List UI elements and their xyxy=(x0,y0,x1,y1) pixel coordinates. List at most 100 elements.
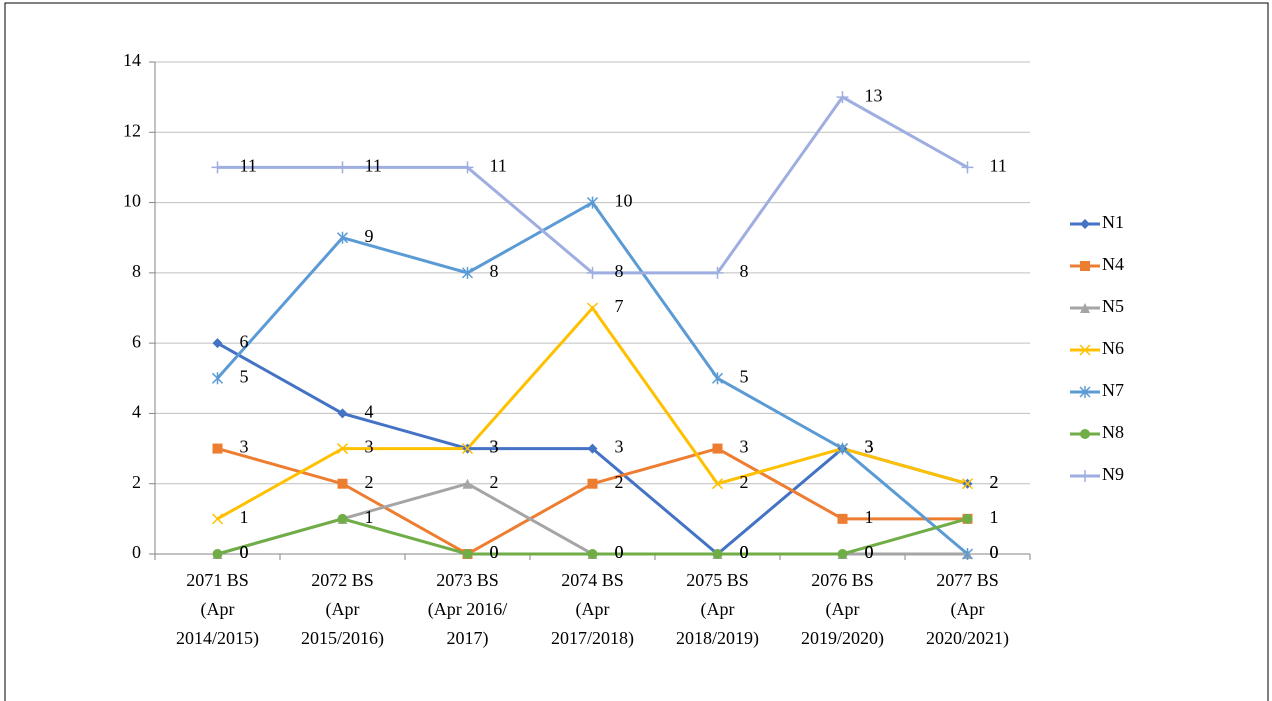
x-tick-label: 2073 BS xyxy=(436,570,499,590)
data-label: 0 xyxy=(615,542,624,562)
data-point xyxy=(961,161,974,174)
data-label: 2 xyxy=(740,472,749,492)
data-point xyxy=(212,549,223,559)
data-point xyxy=(337,478,348,489)
data-label: 0 xyxy=(490,542,499,562)
legend-marker xyxy=(1079,386,1091,398)
data-label: 11 xyxy=(240,156,257,176)
data-point xyxy=(211,372,224,385)
data-point xyxy=(462,549,473,559)
y-tick-label: 10 xyxy=(123,191,141,211)
data-label: 2 xyxy=(615,472,624,492)
data-label: 11 xyxy=(990,156,1007,176)
data-label: 9 xyxy=(365,226,374,246)
data-label: 8 xyxy=(615,261,624,281)
data-point xyxy=(711,372,724,385)
x-tick-label: (Apr xyxy=(576,599,610,620)
data-label: 0 xyxy=(240,542,249,562)
data-label: 5 xyxy=(240,366,249,386)
data-label: 1 xyxy=(365,507,374,527)
data-label: 3 xyxy=(490,437,499,457)
data-label: 10 xyxy=(615,191,633,211)
x-tick-label: 2019/2020) xyxy=(801,628,884,649)
series-line xyxy=(216,200,969,556)
legend-marker xyxy=(1080,261,1090,271)
data-point xyxy=(961,478,974,490)
data-label: 3 xyxy=(490,437,499,457)
x-tick-label: (Apr 2016/ xyxy=(428,599,508,620)
data-point xyxy=(461,161,474,174)
data-point xyxy=(211,161,224,174)
data-label: 3 xyxy=(365,437,374,457)
data-point xyxy=(837,549,848,559)
data-label: 0 xyxy=(615,542,624,562)
data-label: 1 xyxy=(365,507,374,527)
data-label: 0 xyxy=(740,542,749,562)
x-tick-label: 2020/2021) xyxy=(926,628,1009,649)
legend-label: N5 xyxy=(1102,296,1124,316)
y-tick-label: 12 xyxy=(123,120,141,140)
data-point xyxy=(462,478,473,489)
data-label: 0 xyxy=(990,542,999,562)
data-label: 1 xyxy=(240,507,249,527)
data-label: 0 xyxy=(990,542,999,562)
legend-marker xyxy=(1079,470,1091,482)
data-label: 3 xyxy=(865,437,874,457)
data-label: 1 xyxy=(865,507,874,527)
data-label: 8 xyxy=(740,261,749,281)
data-label: 5 xyxy=(740,366,749,386)
series-line xyxy=(217,517,968,556)
data-label: 0 xyxy=(865,542,874,562)
data-point xyxy=(586,302,599,314)
x-tick-label: 2017/2018) xyxy=(551,628,634,649)
x-tick-label: 2017) xyxy=(447,628,489,649)
data-point xyxy=(336,443,349,455)
data-point xyxy=(336,161,349,174)
data-point xyxy=(962,513,973,524)
data-label: 6 xyxy=(240,331,249,351)
data-label: 11 xyxy=(490,156,507,176)
data-point xyxy=(212,338,223,349)
data-point xyxy=(587,478,598,489)
data-label: 8 xyxy=(490,261,499,281)
data-point xyxy=(337,408,348,419)
data-label: 11 xyxy=(365,156,382,176)
data-point xyxy=(337,513,348,524)
y-tick-label: 8 xyxy=(132,261,141,281)
data-point xyxy=(711,266,724,279)
legend-label: N8 xyxy=(1102,422,1124,442)
legend-label: N6 xyxy=(1102,338,1124,358)
legend-label: N1 xyxy=(1102,212,1124,232)
data-label: 7 xyxy=(615,296,624,316)
legend-label: N4 xyxy=(1102,254,1124,274)
data-label: 3 xyxy=(615,437,624,457)
y-tick-label: 2 xyxy=(132,472,141,492)
data-label: 0 xyxy=(490,542,499,562)
x-tick-label: (Apr xyxy=(701,599,735,620)
data-label: 3 xyxy=(240,437,249,457)
data-label: 0 xyxy=(740,542,749,562)
y-tick-label: 14 xyxy=(123,50,141,70)
data-label: 3 xyxy=(865,437,874,457)
data-label: 0 xyxy=(740,542,749,562)
legend-marker xyxy=(1080,429,1090,439)
x-tick-label: 2018/2019) xyxy=(676,628,759,649)
x-tick-label: 2071 BS xyxy=(186,570,249,590)
data-point xyxy=(461,443,474,455)
x-tick-label: 2015/2016) xyxy=(301,628,384,649)
data-point xyxy=(212,443,223,454)
data-label: 0 xyxy=(865,542,874,562)
data-label: 2 xyxy=(490,472,499,492)
chart-border xyxy=(4,2,1269,701)
y-tick-label: 4 xyxy=(132,402,141,422)
x-tick-label: 2075 BS xyxy=(686,570,749,590)
data-label: 0 xyxy=(240,542,249,562)
data-point xyxy=(712,549,723,559)
x-tick-label: 2077 BS xyxy=(936,570,999,590)
data-point xyxy=(837,513,848,524)
x-tick-label: 2076 BS xyxy=(811,570,874,590)
data-label: 2 xyxy=(990,472,999,492)
data-point xyxy=(586,196,599,209)
y-tick-label: 0 xyxy=(132,542,141,562)
